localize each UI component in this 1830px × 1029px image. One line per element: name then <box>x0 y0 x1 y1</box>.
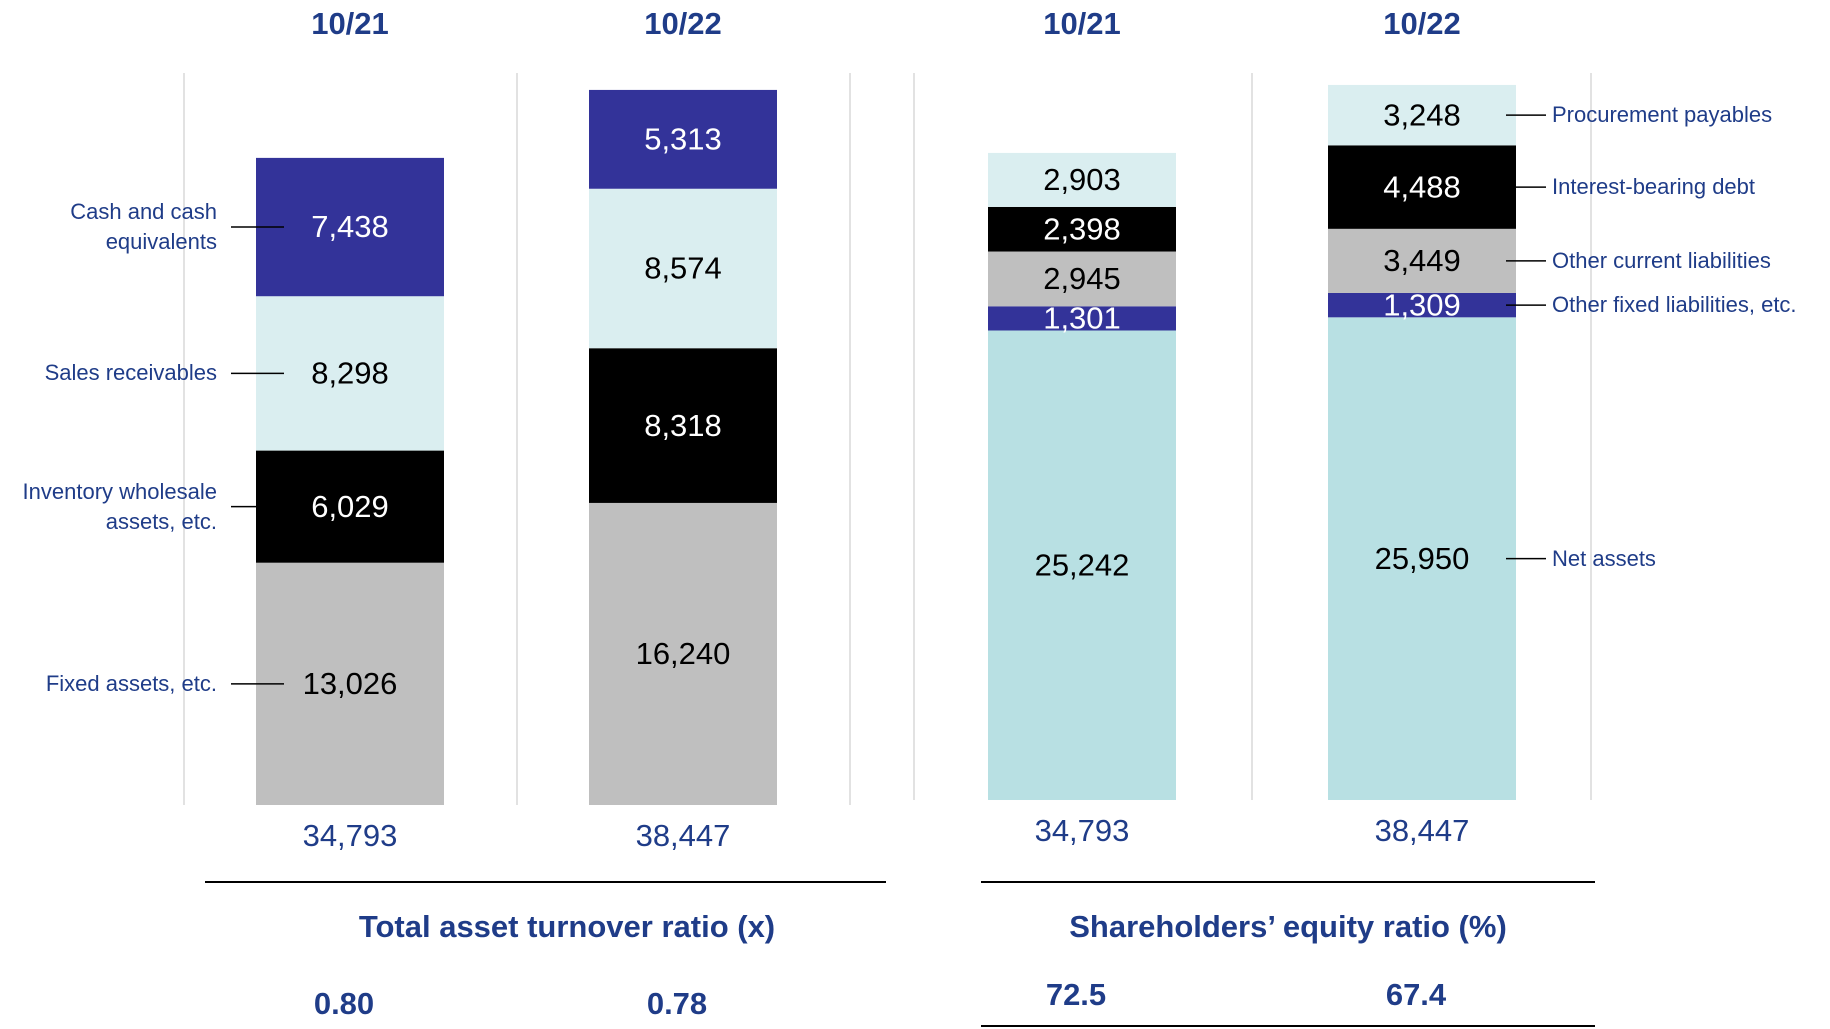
value-label: 8,298 <box>311 356 389 391</box>
legend-label: Interest-bearing debt <box>1552 174 1756 200</box>
value-label: 8,574 <box>644 251 722 286</box>
total-label: 34,793 <box>303 818 398 853</box>
value-label: 3,248 <box>1383 97 1461 132</box>
value-label: 1,301 <box>1043 301 1121 336</box>
value-label: 25,242 <box>1035 547 1130 582</box>
value-label: 8,318 <box>644 408 722 443</box>
category-label: 10/22 <box>1383 6 1461 41</box>
value-label: 2,945 <box>1043 261 1121 296</box>
bar-segment <box>988 206 1176 252</box>
category-label: 10/22 <box>644 6 722 41</box>
value-label: 2,398 <box>1043 211 1121 246</box>
bar-segment <box>589 502 777 805</box>
ratio-value: 67.4 <box>1386 977 1447 1012</box>
bar-segment <box>1328 145 1516 229</box>
legend-label: Fixed assets, etc. <box>45 670 217 696</box>
bar-segment <box>256 562 444 805</box>
bar-segment <box>988 251 1176 307</box>
value-label: 2,903 <box>1043 162 1121 197</box>
category-label: 10/21 <box>311 6 389 41</box>
bar-segment <box>589 188 777 349</box>
value-label: 7,438 <box>311 209 389 244</box>
bar-segment <box>1328 292 1516 318</box>
value-label: 16,240 <box>636 636 731 671</box>
value-label: 13,026 <box>303 666 398 701</box>
bar-segment <box>256 157 444 297</box>
bar-segment <box>1328 317 1516 800</box>
bar-segment <box>256 296 444 451</box>
total-label: 38,447 <box>1375 813 1470 848</box>
ratio-value: 0.78 <box>647 986 707 1021</box>
bar-segment <box>988 306 1176 331</box>
total-label: 34,793 <box>1035 813 1130 848</box>
bar-segment <box>1328 228 1516 293</box>
value-label: 3,449 <box>1383 243 1461 278</box>
bar-segment <box>589 89 777 189</box>
total-label: 38,447 <box>636 818 731 853</box>
bar-segment <box>256 450 444 563</box>
legend-label: Net assets <box>1552 545 1656 571</box>
legend-label: Sales receivables <box>44 360 217 386</box>
value-label: 4,488 <box>1383 169 1461 204</box>
bar-segment <box>988 330 1176 800</box>
value-label: 6,029 <box>311 489 389 524</box>
ratio-value: 72.5 <box>1046 977 1106 1012</box>
value-label: 1,309 <box>1383 287 1461 322</box>
bar-segment <box>589 348 777 503</box>
legend-label: Inventory wholesale assets, etc. <box>22 478 217 534</box>
value-label: 25,950 <box>1375 541 1470 576</box>
bar-segment <box>1328 84 1516 146</box>
value-label: 5,313 <box>644 122 722 157</box>
legend-label: Cash and cash equivalents <box>70 199 217 255</box>
legend-label: Other current liabilities <box>1552 247 1771 273</box>
bar-segment <box>988 152 1176 207</box>
ratio-title: Total asset turnover ratio (x) <box>359 909 775 944</box>
ratio-title: Shareholders’ equity ratio (%) <box>1069 909 1507 944</box>
category-label: 10/21 <box>1043 6 1121 41</box>
legend-label: Procurement payables <box>1552 102 1773 128</box>
ratio-value: 0.80 <box>314 986 374 1021</box>
legend-label: Other fixed liabilities, etc. <box>1552 292 1797 318</box>
